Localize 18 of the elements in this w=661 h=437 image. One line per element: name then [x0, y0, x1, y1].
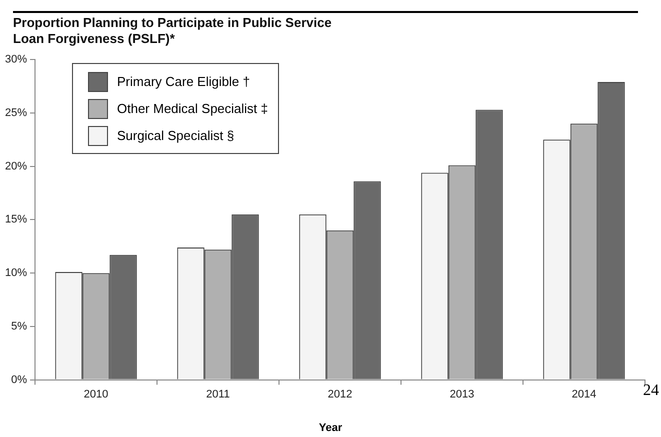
- x-tick-label: 2013: [450, 388, 474, 400]
- x-axis-title: Year: [318, 422, 344, 434]
- x-tick-label: 2014: [572, 388, 596, 400]
- y-tick-label: 15%: [4, 214, 28, 226]
- y-tick-label: 5%: [11, 320, 28, 332]
- x-tick-label: 2011: [206, 388, 230, 400]
- y-tick-label: 10%: [4, 267, 28, 280]
- legend-label: Surgical Specialist §: [117, 128, 234, 143]
- legend-label: Primary Care Eligible †: [117, 74, 250, 89]
- x-tick-label: 2010: [84, 388, 108, 400]
- y-tick-label: 0%: [11, 374, 28, 386]
- legend-label: Other Medical Specialist ‡: [117, 101, 268, 116]
- x-tick-label: 2012: [328, 388, 352, 400]
- y-tick-label: 20%: [4, 160, 28, 172]
- chart-title: Proportion Planning to Participate in Public Service Loan Forgiveness (PSLF)*: [13, 15, 332, 47]
- text: 24: [643, 382, 659, 400]
- y-tick-label: 25%: [4, 107, 28, 119]
- y-tick-label: 30%: [4, 54, 28, 66]
